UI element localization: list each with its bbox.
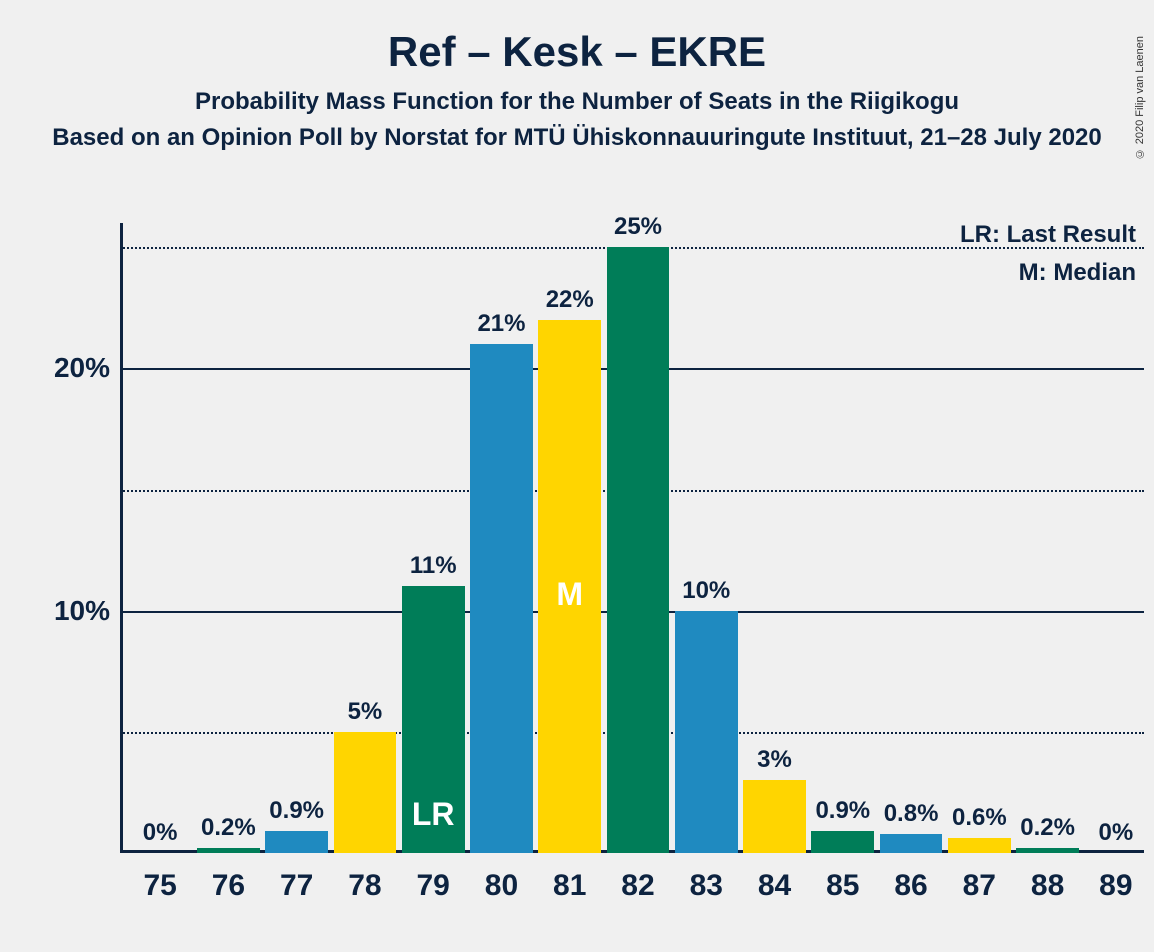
- bar: [334, 732, 397, 853]
- x-tick-label: 82: [604, 869, 672, 903]
- bar: [470, 344, 533, 853]
- bar-value-label: 0%: [1084, 819, 1147, 853]
- bar-value-label: 11%: [402, 552, 465, 586]
- bar-value-label: 0.6%: [948, 804, 1011, 838]
- bar: [811, 831, 874, 853]
- bar-value-label: 0.9%: [811, 797, 874, 831]
- chart-area: 10%20% 0%0.2%0.9%5%11%LR21%22%M25%10%3%0…: [120, 223, 1144, 853]
- x-tick-label: 80: [467, 869, 535, 903]
- y-tick-label: 10%: [30, 595, 110, 627]
- bar-value-label: 5%: [334, 698, 397, 732]
- bar: [607, 247, 670, 853]
- x-tick-label: 76: [194, 869, 262, 903]
- bar-value-label: 21%: [470, 310, 533, 344]
- x-tick-label: 89: [1082, 869, 1150, 903]
- copyright-text: © 2020 Filip van Laenen: [1134, 36, 1146, 159]
- bar: [675, 611, 738, 853]
- chart-title: Ref – Kesk – EKRE: [0, 28, 1154, 76]
- bar: [880, 834, 943, 853]
- chart-subtitle2: Based on an Opinion Poll by Norstat for …: [0, 124, 1154, 152]
- x-tick-label: 88: [1013, 869, 1081, 903]
- x-tick-label: 79: [399, 869, 467, 903]
- x-tick-label: 85: [809, 869, 877, 903]
- bars: 0%0.2%0.9%5%11%LR21%22%M25%10%3%0.9%0.8%…: [120, 223, 1144, 853]
- bar-value-label: 3%: [743, 746, 806, 780]
- x-tick-label: 86: [877, 869, 945, 903]
- x-tick-label: 83: [672, 869, 740, 903]
- bar: [1016, 848, 1079, 853]
- bar-value-label: 22%: [538, 286, 601, 320]
- chart-container: © 2020 Filip van Laenen Ref – Kesk – EKR…: [0, 28, 1154, 952]
- bar-value-label: 0.2%: [197, 814, 260, 848]
- bar: [743, 780, 806, 853]
- bar-inner-label: M: [538, 576, 601, 613]
- bar-value-label: 0.9%: [265, 797, 328, 831]
- bar: [948, 838, 1011, 853]
- bar-value-label: 0.8%: [880, 800, 943, 834]
- chart-subtitle: Probability Mass Function for the Number…: [0, 88, 1154, 116]
- bar-value-label: 0%: [129, 819, 192, 853]
- bar: [197, 848, 260, 853]
- bar-value-label: 10%: [675, 577, 738, 611]
- x-tick-label: 78: [331, 869, 399, 903]
- bar-value-label: 25%: [607, 213, 670, 247]
- y-tick-label: 20%: [30, 352, 110, 384]
- x-tick-label: 84: [740, 869, 808, 903]
- x-tick-label: 81: [536, 869, 604, 903]
- bar-inner-label: LR: [402, 796, 465, 833]
- x-tick-label: 75: [126, 869, 194, 903]
- x-tick-label: 77: [263, 869, 331, 903]
- x-tick-label: 87: [945, 869, 1013, 903]
- bar-value-label: 0.2%: [1016, 814, 1079, 848]
- bar: [265, 831, 328, 853]
